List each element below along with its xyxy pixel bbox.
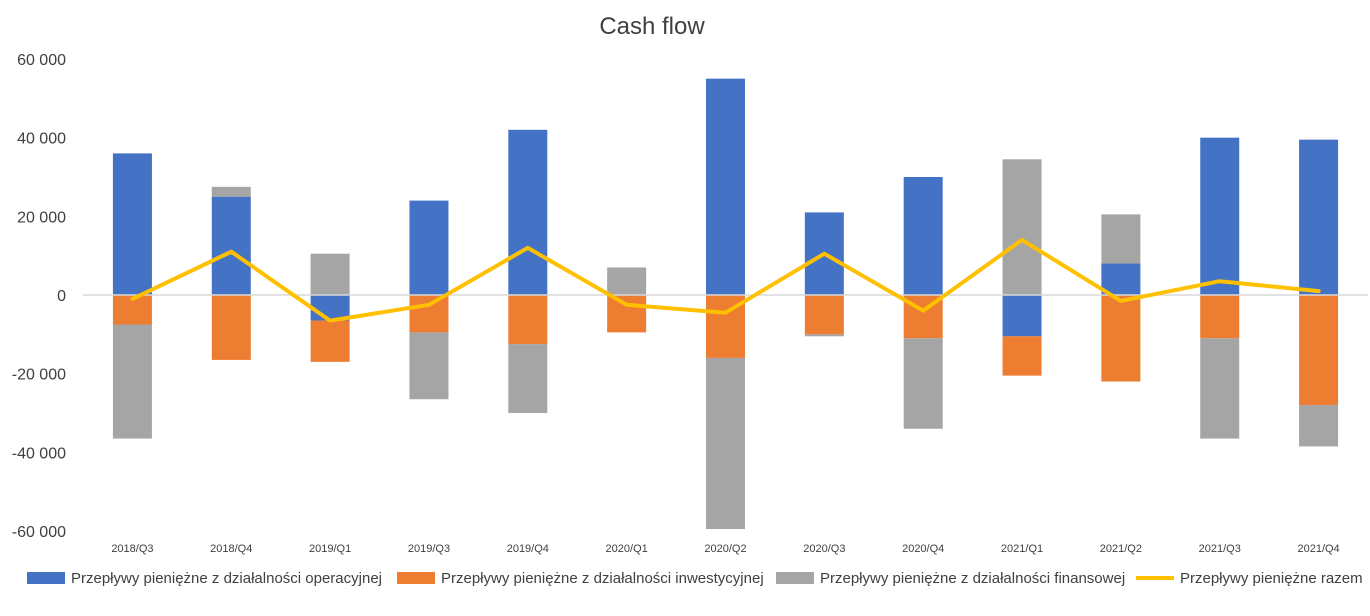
bar-series-0-2019-q4 — [508, 129, 548, 295]
bar-series-1-2019-q4 — [508, 295, 548, 345]
bar-series-1-2021-q2 — [1101, 295, 1141, 382]
bar-series-1-2019-q1 — [310, 320, 350, 362]
legend-label: Przepływy pieniężne razem — [1180, 570, 1363, 587]
bar-series-0-2021-q3 — [1200, 137, 1240, 295]
y-tick-label: -20 000 — [12, 367, 66, 384]
bar-series-0-2020-q2 — [706, 78, 745, 296]
bar-series-0-2021-q2 — [1101, 263, 1141, 295]
bar-series-0-2021-q1 — [1002, 295, 1042, 337]
x-tick-label: 2019/Q1 — [309, 543, 351, 555]
y-tick-label: -40 000 — [12, 445, 66, 462]
bar-series-2-2019-q4 — [508, 344, 548, 413]
x-tick-label: 2020/Q4 — [902, 543, 944, 555]
bar-series-0-2020-q4 — [903, 177, 943, 295]
legend-swatch — [27, 572, 65, 584]
x-axis: 2018/Q3 2018/Q4 2019/Q1 2019/Q3 2019/Q4 2020/… — [111, 543, 1339, 555]
bar-series-2-2021-q2 — [1101, 214, 1141, 264]
bar-series-0-2018-q4 — [211, 196, 251, 295]
bar-series-1-2021-q1 — [1002, 336, 1042, 376]
bar-series-2-2018-q4 — [211, 186, 251, 197]
bar-series-2-2020-q1 — [607, 267, 647, 295]
y-tick-label: 60 000 — [17, 52, 66, 69]
bar-series-2-2020-q3 — [804, 334, 844, 337]
bar-series-0-2019-q1 — [310, 295, 350, 321]
bar-series-1-2020-q1 — [607, 295, 647, 333]
bar-series-1-2018-q4 — [211, 295, 251, 360]
bar-series-1-2020-q3 — [804, 295, 844, 335]
bar-series-2-2020-q4 — [903, 338, 943, 429]
legend-label: Przepływy pieniężne z działalności opera… — [71, 570, 382, 587]
x-tick-label: 2020/Q3 — [803, 543, 845, 555]
legend-swatch — [397, 572, 435, 584]
chart-title: Cash flow — [599, 13, 705, 40]
legend-label: Przepływy pieniężne z działalności inwes… — [441, 570, 764, 587]
bar-series-0-2019-q3 — [409, 200, 449, 295]
bar-series-2-2018-q3 — [112, 324, 152, 439]
x-tick-label: 2021/Q3 — [1199, 543, 1241, 555]
x-tick-label: 2021/Q2 — [1100, 543, 1142, 555]
y-tick-label: -60 000 — [12, 524, 66, 541]
bars-group — [112, 78, 1339, 530]
x-tick-label: 2018/Q4 — [210, 543, 252, 555]
bar-series-1-2021-q4 — [1299, 295, 1339, 406]
legend: Przepływy pieniężne z działalności opera… — [27, 570, 1363, 587]
bar-series-1-2021-q3 — [1200, 295, 1240, 339]
x-tick-label: 2018/Q3 — [111, 543, 153, 555]
line-series-total — [130, 237, 1321, 323]
bar-series-2-2021-q1 — [1002, 159, 1042, 295]
x-tick-label: 2021/Q1 — [1001, 543, 1043, 555]
y-tick-label: 40 000 — [17, 131, 66, 148]
x-tick-label: 2019/Q4 — [507, 543, 549, 555]
x-tick-label: 2021/Q4 — [1297, 543, 1339, 555]
y-tick-label: 20 000 — [17, 209, 66, 226]
x-tick-label: 2019/Q3 — [408, 543, 450, 555]
bar-series-1-2019-q3 — [409, 295, 449, 333]
bar-series-2-2019-q3 — [409, 332, 449, 400]
bar-series-2-2020-q2 — [706, 357, 745, 530]
x-tick-label: 2020/Q1 — [606, 543, 648, 555]
x-tick-label: 2020/Q2 — [704, 543, 746, 555]
y-tick-label: 0 — [57, 288, 66, 305]
y-axis: 60 000 40 000 20 000 0 -20 000 -40 000 -60 000 — [12, 52, 66, 541]
legend-swatch — [776, 572, 814, 584]
bar-series-2-2019-q1 — [310, 253, 350, 295]
legend-label: Przepływy pieniężne z działalności finan… — [820, 570, 1125, 587]
bar-series-2-2021-q3 — [1200, 338, 1240, 439]
bar-series-2-2021-q4 — [1299, 405, 1339, 447]
bar-series-0-2021-q4 — [1299, 139, 1339, 295]
line-series-group — [130, 237, 1321, 323]
bar-series-0-2018-q3 — [112, 153, 152, 295]
